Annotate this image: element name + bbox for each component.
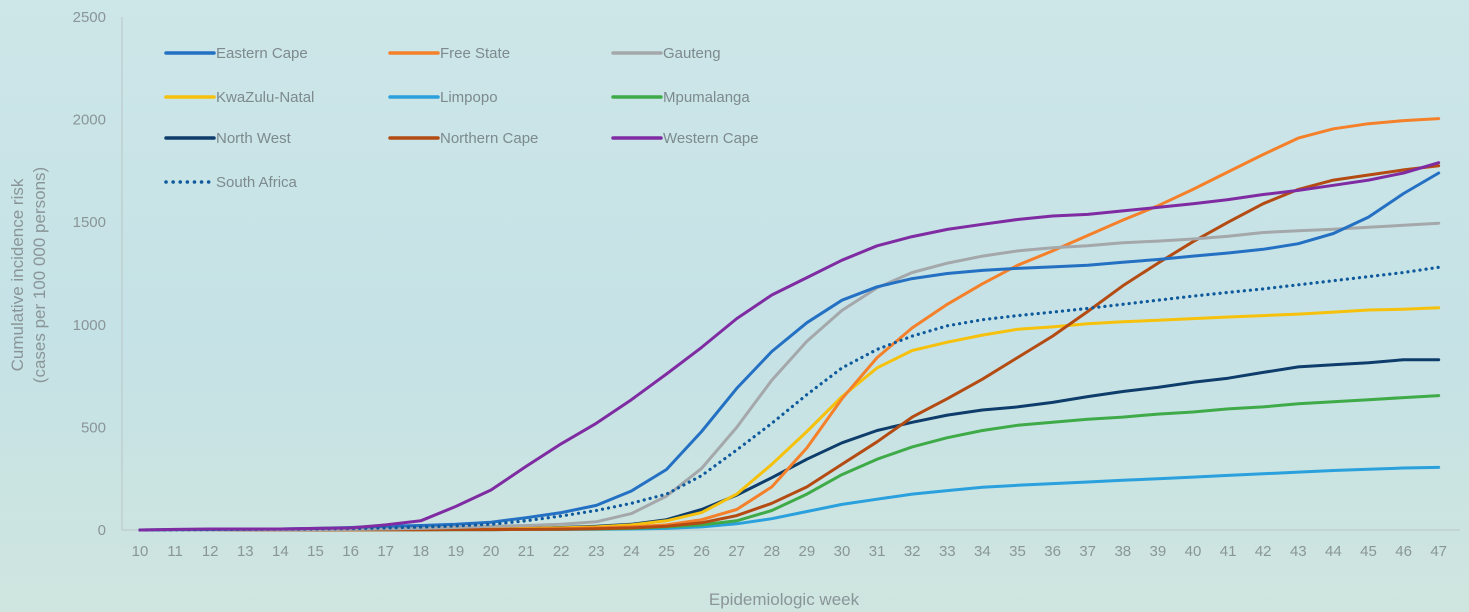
x-tick-label: 45 [1360,543,1377,560]
legend: Eastern Cape Free State Gauteng KwaZulu-Nat… [164,45,759,191]
series-line-free-state [138,117,1441,532]
x-tick-label: 28 [763,543,780,560]
legend-label: Northern Cape [440,130,538,147]
y-tick-label: 1500 [73,214,106,231]
x-tick-label: 36 [1044,543,1061,560]
legend-label: Western Cape [663,130,759,147]
x-tick-label: 26 [693,543,710,560]
legend-label: Limpopo [440,89,498,106]
x-tick-label: 15 [307,543,324,560]
x-tick-label: 16 [342,543,359,560]
x-tick-label: 39 [1150,543,1167,560]
x-tick-label: 13 [237,543,254,560]
x-tick-label: 14 [272,543,289,560]
legend-label: Eastern Cape [216,45,308,62]
x-tick-label: 29 [799,543,816,560]
x-tick-label: 11 [167,543,183,560]
x-tick-label: 37 [1079,543,1096,560]
y-tick-label: 2000 [73,112,106,129]
series-line-mpumalanga [138,394,1441,532]
x-tick-label: 24 [623,543,640,560]
x-tick-label: 35 [1009,543,1026,560]
x-tick-label: 30 [834,543,851,560]
axes [121,17,1460,531]
y-axis-title-line-2: (cases per 100 000 persons) [30,167,49,383]
x-tick-label: 32 [904,543,921,560]
legend-label: Free State [440,45,510,62]
x-axis-title: Epidemiologic week [709,590,860,609]
series-line-south-africa [138,265,1441,532]
y-tick-label: 0 [98,522,106,539]
x-tick-label: 31 [869,543,886,560]
y-axis-title: Cumulative incidence risk (cases per 100… [8,167,49,383]
x-tick-label: 20 [483,543,500,560]
x-tick-label: 40 [1185,543,1202,560]
x-tick-label: 10 [132,543,149,560]
x-tick-labels: 10 11 12 13 14 15 16 17 18 19 20 21 22 23 24 25 26 27 28 29… [132,543,1447,560]
series-line-western-cape [138,161,1441,532]
y-tick-label: 2500 [73,9,106,26]
legend-label: Gauteng [663,45,721,62]
x-tick-label: 46 [1395,543,1412,560]
legend-label: Mpumalanga [663,89,750,106]
series-line-eastern-cape [138,171,1441,532]
x-tick-label: 47 [1430,543,1447,560]
x-tick-label: 19 [448,543,465,560]
x-tick-label: 12 [202,543,219,560]
legend-label: South Africa [216,174,298,191]
x-tick-label: 43 [1290,543,1307,560]
y-tick-labels: 0 500 1000 1500 2000 2500 [73,9,106,539]
legend-label: KwaZulu-Natal [216,89,314,106]
series-lines [138,117,1441,532]
x-tick-label: 34 [974,543,991,560]
y-tick-label: 500 [81,419,106,436]
x-tick-label: 44 [1325,543,1342,560]
x-tick-label: 17 [377,543,394,560]
x-tick-label: 42 [1255,543,1272,560]
x-tick-label: 25 [658,543,675,560]
x-tick-label: 41 [1220,543,1237,560]
legend-label: North West [216,130,292,147]
x-tick-label: 23 [588,543,605,560]
series-line-limpopo [138,465,1441,532]
x-tick-label: 22 [553,543,570,560]
y-axis-title-line-1: Cumulative incidence risk [8,178,27,371]
x-tick-label: 21 [518,543,535,560]
x-tick-label: 33 [939,543,956,560]
y-tick-label: 1000 [73,317,106,334]
series-line-gauteng [138,221,1441,532]
x-tick-label: 38 [1114,543,1131,560]
series-line-north-west [138,358,1441,532]
x-tick-label: 27 [728,543,745,560]
x-tick-label: 18 [412,543,429,560]
